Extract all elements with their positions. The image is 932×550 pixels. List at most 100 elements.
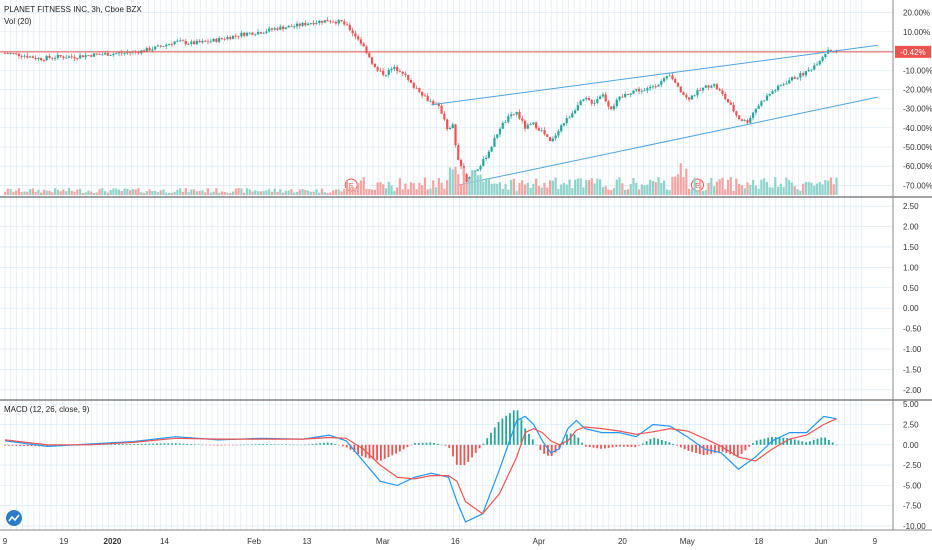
candle-body xyxy=(754,108,757,113)
candle-body xyxy=(482,159,485,167)
volume-bar xyxy=(754,185,757,195)
macd-histogram-bar xyxy=(379,444,382,461)
macd-histogram-bar xyxy=(448,444,451,449)
macd-histogram-bar xyxy=(357,444,360,455)
candle-body xyxy=(479,166,482,170)
volume-bar xyxy=(220,191,224,195)
candle-body xyxy=(62,56,65,59)
volume-bar xyxy=(668,190,671,195)
volume-bar xyxy=(657,177,660,195)
volume-bar xyxy=(284,190,287,195)
macd-histogram-bar xyxy=(691,444,694,452)
candle-body xyxy=(212,38,215,42)
macd-histogram-bar xyxy=(539,444,542,451)
volume-bar xyxy=(382,184,385,195)
candle-body xyxy=(237,35,240,37)
candle-body xyxy=(329,21,332,23)
candle-body xyxy=(746,120,749,123)
macd-axis-tick: 5.00 xyxy=(903,400,919,409)
volume-bar xyxy=(532,183,535,195)
volume-bar xyxy=(618,177,621,195)
macd-histogram-bar xyxy=(425,442,428,445)
macd-histogram-bar xyxy=(585,444,587,447)
volume-bar xyxy=(101,188,104,195)
volume-bar xyxy=(379,182,382,195)
candle-body xyxy=(757,105,760,109)
candle-body xyxy=(223,38,226,40)
candle-body xyxy=(576,105,579,111)
volume-bar xyxy=(560,184,563,195)
candle-body xyxy=(31,56,34,58)
volume-bar xyxy=(337,189,340,195)
volume-bar xyxy=(215,188,218,195)
macd-histogram-bar xyxy=(467,444,470,462)
macd-histogram-bar xyxy=(573,434,576,445)
candle-body xyxy=(782,84,785,86)
candle-body xyxy=(740,119,744,121)
macd-histogram-bar xyxy=(490,432,492,445)
macd-histogram-bar xyxy=(622,444,625,447)
candle-body xyxy=(749,117,752,123)
macd-histogram-bar xyxy=(406,444,409,448)
macd-histogram-bar xyxy=(493,427,496,445)
candle-body xyxy=(571,113,574,118)
grid-lines xyxy=(0,0,893,530)
volume-bar xyxy=(760,179,763,195)
candle-body xyxy=(810,69,813,71)
volume-bar xyxy=(104,191,107,195)
candle-body xyxy=(268,28,271,32)
candle-body xyxy=(34,57,37,60)
macd-histogram-bar xyxy=(641,443,644,445)
candle-body xyxy=(231,35,235,39)
candle-body xyxy=(540,130,543,132)
volume-bar xyxy=(276,191,279,195)
macd-histogram-bar xyxy=(566,434,568,445)
candle-body xyxy=(546,134,549,137)
volume-bar xyxy=(768,187,771,195)
candle-body xyxy=(76,58,79,60)
candle-body xyxy=(254,34,257,36)
macd-histogram-bar xyxy=(292,444,295,446)
candle-body xyxy=(799,73,802,78)
macd-histogram-bar xyxy=(311,443,314,445)
candle-body xyxy=(159,45,162,47)
volume-bar xyxy=(95,192,98,195)
volume-bar xyxy=(140,192,143,195)
volume-bar xyxy=(190,189,193,195)
macd-histogram-bar xyxy=(110,444,113,445)
volume-bar xyxy=(142,192,146,195)
macd-histogram-bar xyxy=(368,444,371,459)
volume-bar xyxy=(26,191,29,195)
macd-histogram-bar xyxy=(660,439,663,445)
macd-histogram-bar xyxy=(444,444,447,446)
macd-histogram-bar xyxy=(626,444,629,447)
volume-bar xyxy=(815,183,819,195)
candle-body xyxy=(688,97,691,100)
macd-histogram-bar xyxy=(463,444,466,466)
volume-bar xyxy=(746,182,749,195)
candle-body xyxy=(37,58,40,60)
volume-bar xyxy=(535,178,538,195)
macd-histogram-bar xyxy=(26,444,29,447)
candle-body xyxy=(340,19,343,22)
candle-body xyxy=(771,91,774,94)
macd-histogram-bar xyxy=(133,443,135,445)
candle-body xyxy=(476,169,479,171)
macd-histogram-bar xyxy=(774,437,777,445)
candle-body xyxy=(87,55,90,56)
time-axis-tick: May xyxy=(680,537,695,546)
macd-histogram-bar xyxy=(410,444,413,446)
volume-bar xyxy=(590,178,593,195)
volume-bar xyxy=(387,181,390,195)
macd-histogram-bar xyxy=(543,444,546,454)
volume-bar xyxy=(654,182,657,195)
candle-body xyxy=(537,128,541,131)
earnings-marker-label: E xyxy=(695,183,700,190)
candle-body xyxy=(685,94,688,98)
macd-histogram-bar xyxy=(402,444,405,450)
volume-bar xyxy=(640,184,643,195)
candle-body xyxy=(26,55,29,58)
volume-bar xyxy=(237,188,240,195)
